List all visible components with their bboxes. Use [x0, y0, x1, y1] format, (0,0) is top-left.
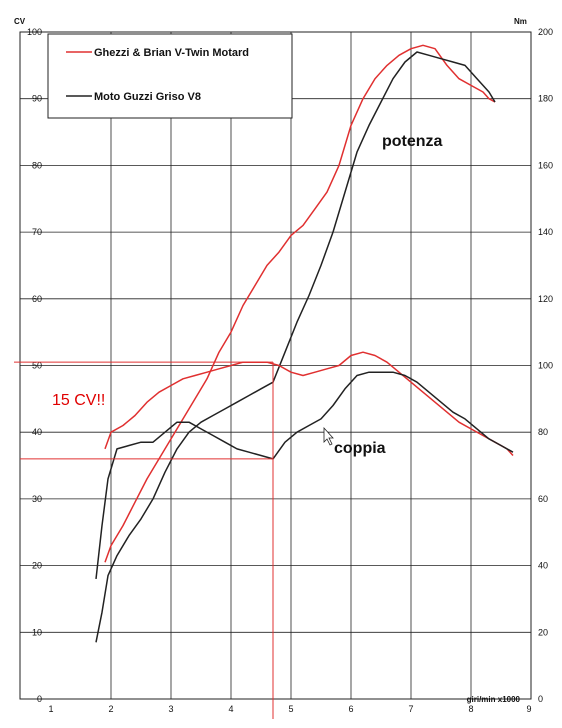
- y-right-tick-label: 180: [538, 94, 553, 104]
- annotation-potenza: potenza: [382, 133, 443, 150]
- y-right-tick-label: 100: [538, 361, 553, 371]
- x-tick-label: 6: [348, 704, 353, 714]
- y-left-tick-label: 100: [27, 27, 42, 37]
- y-left-tick-label: 70: [32, 227, 42, 237]
- series-line-potenza-1: [95, 51, 496, 643]
- series-line-coppia-2: [104, 351, 514, 457]
- y-right-tick-label: 160: [538, 160, 553, 170]
- x-tick-label: 4: [228, 704, 233, 714]
- y-right-unit: Nm: [514, 17, 527, 26]
- y-left-tick-label: 20: [32, 561, 42, 571]
- y-right-tick-label: 40: [538, 561, 548, 571]
- y-left-tick-labels: 0 10 20 30 40 50 60 70 80 90 100: [27, 27, 42, 704]
- y-left-tick-label: 80: [32, 160, 42, 170]
- y-left-tick-label: 10: [32, 627, 42, 637]
- y-right-tick-label: 140: [538, 227, 553, 237]
- comparison-markers: [14, 361, 274, 719]
- mouse-cursor-icon: [323, 426, 334, 446]
- y-left-unit: CV: [14, 17, 26, 26]
- series-line-potenza-0: [104, 44, 496, 563]
- y-right-tick-labels: 0 20 40 60 80 100 120 140 160 180 200: [538, 27, 553, 704]
- series-line-coppia-3: [95, 371, 514, 579]
- y-left-tick-label: 90: [32, 94, 42, 104]
- x-unit-label: giri/min x1000: [467, 695, 521, 704]
- y-right-tick-label: 20: [538, 627, 548, 637]
- annotation-gap: 15 CV!!: [52, 392, 105, 409]
- x-tick-label: 5: [288, 704, 293, 714]
- y-left-tick-label: 60: [32, 294, 42, 304]
- legend-label-1: Ghezzi & Brian V-Twin Motard: [94, 47, 249, 59]
- x-tick-label: 2: [108, 704, 113, 714]
- y-right-tick-label: 60: [538, 494, 548, 504]
- x-tick-label: 1: [48, 704, 53, 714]
- y-right-tick-label: 80: [538, 427, 548, 437]
- y-right-tick-label: 120: [538, 294, 553, 304]
- x-tick-labels: 1 2 3 4 5 6 7 8 9: [48, 704, 531, 714]
- y-right-tick-label: 0: [538, 694, 543, 704]
- annotation-coppia: coppia: [334, 440, 386, 457]
- legend-box: [47, 33, 293, 119]
- x-tick-label: 7: [408, 704, 413, 714]
- plot-frame: [19, 31, 532, 700]
- y-right-tick-label: 200: [538, 27, 553, 37]
- y-left-tick-label: 50: [32, 361, 42, 371]
- y-left-tick-label: 0: [37, 694, 42, 704]
- x-tick-label: 8: [468, 704, 473, 714]
- y-left-tick-label: 30: [32, 494, 42, 504]
- series-group: [95, 44, 514, 643]
- legend-label-2: Moto Guzzi Griso V8: [94, 91, 201, 103]
- x-tick-label: 9: [526, 704, 531, 714]
- legend: Ghezzi & Brian V-Twin Motard Moto Guzzi …: [47, 33, 293, 119]
- y-left-tick-label: 40: [32, 427, 42, 437]
- x-tick-label: 3: [168, 704, 173, 714]
